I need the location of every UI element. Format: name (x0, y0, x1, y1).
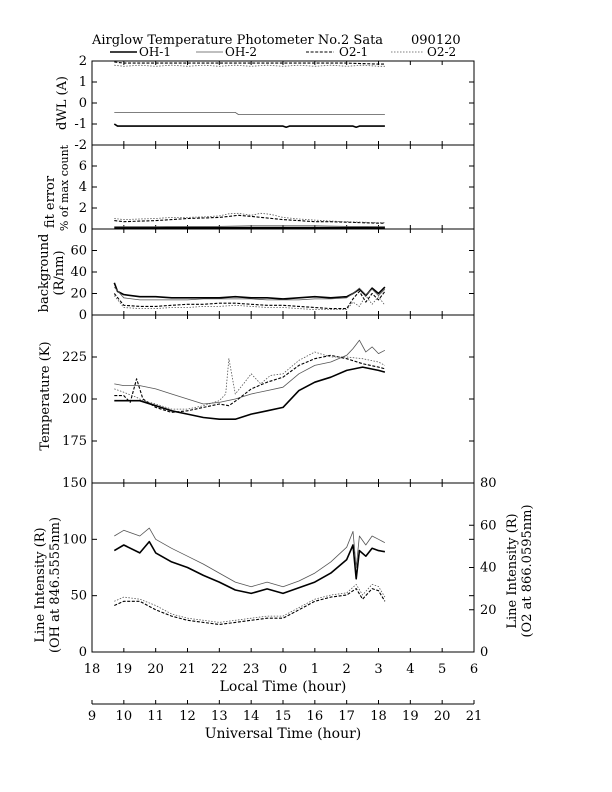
y2label-intensity: Line Intensity (R) (505, 513, 520, 628)
ytick-label: 6 (79, 159, 87, 174)
xtick-local-label: 18 (84, 662, 101, 677)
legend-label-oh2: OH-2 (225, 45, 257, 59)
legend-label-o22: O2-2 (427, 45, 456, 59)
xtick-ut-label: 14 (243, 709, 260, 724)
chart-date: 090120 (411, 33, 461, 48)
xtick-ut-label: 11 (147, 709, 164, 724)
series-line-o2-1 (114, 588, 386, 626)
xtick-local-label: 23 (243, 662, 260, 677)
ylabel-dwl: dWL (A) (55, 76, 70, 130)
ytick-label: 150 (62, 476, 87, 491)
ylabel-fit-error: fit error (43, 175, 58, 228)
series-line-oh-2 (114, 112, 385, 115)
xtick-ut-label: 13 (211, 709, 228, 724)
ytick-label: 2 (79, 54, 87, 69)
xtick-local-label: 4 (406, 662, 414, 677)
legend-label-o21: O2-1 (339, 45, 368, 59)
chart-marks: -2-1012024602040601752002250501001500204… (62, 54, 496, 724)
xlabel-local: Local Time (hour) (220, 679, 347, 695)
legend: OH-1 OH-2 O2-1 O2-2 (110, 45, 456, 59)
series-line-o2-2 (114, 351, 386, 410)
series-line-o2-1 (113, 290, 386, 310)
xtick-ut-label: 9 (88, 709, 96, 724)
y2tick-label: 80 (480, 476, 497, 491)
ytick-label: 40 (70, 265, 87, 280)
xtick-ut-label: 17 (338, 709, 355, 724)
series-line-oh-2 (114, 527, 386, 588)
series-line-oh-1 (113, 540, 386, 595)
panel-background-frame (91, 228, 475, 316)
series-line-oh-2 (114, 286, 386, 301)
xlabel-ut: Universal Time (hour) (205, 726, 362, 742)
xtick-local-label: 1 (311, 662, 319, 677)
ytick-label: 200 (62, 392, 87, 407)
ytick-label: 20 (70, 287, 87, 302)
y2tick-label: 60 (480, 518, 497, 533)
panel-intensity-frame (91, 482, 475, 653)
xtick-local-label: 19 (116, 662, 133, 677)
ytick-label: 0 (79, 308, 87, 323)
xtick-ut-label: 15 (275, 709, 292, 724)
xtick-local-label: 3 (374, 662, 382, 677)
ytick-label: 0 (79, 222, 87, 237)
series-line-o2-1 (114, 214, 385, 224)
series-line-o2-2 (114, 64, 385, 67)
ytick-label: 4 (79, 180, 87, 195)
ylabel-temperature: Temperature (K) (38, 341, 53, 450)
series-line-oh-1 (114, 366, 386, 421)
series-line-oh-1 (113, 123, 385, 128)
xtick-ut-label: 20 (434, 709, 451, 724)
xtick-ut-label: 19 (402, 709, 419, 724)
ytick-label: 1 (79, 75, 87, 90)
ylabel-intensity: Line Intensity (R) (33, 527, 48, 642)
ytick-label: 60 (70, 244, 87, 259)
xtick-ut-label: 10 (116, 709, 133, 724)
panel-temperature-frame (91, 314, 475, 484)
ytick-label: 175 (62, 434, 87, 449)
series-line-oh-2 (114, 339, 386, 405)
xtick-local-label: 21 (179, 662, 196, 677)
panel-fit-error-frame (91, 144, 475, 230)
ylabel-background: background (37, 234, 52, 313)
series-line-o2-1 (114, 61, 385, 65)
ytick-label: 0 (79, 96, 87, 111)
ytick-label: 225 (62, 350, 87, 365)
ylabel-fit-error-unit: % of max count (58, 144, 71, 231)
ytick-label: 0 (79, 645, 87, 660)
ytick-label: 2 (79, 201, 87, 216)
y2label-intensity-o2: (O2 at 866.0595nm) (520, 504, 535, 637)
xtick-local-label: 5 (438, 662, 446, 677)
xtick-local-label: 6 (470, 662, 478, 677)
y2tick-label: 40 (480, 561, 497, 576)
ytick-label: -2 (74, 138, 87, 153)
ytick-label: 50 (70, 589, 87, 604)
xtick-local-label: 22 (211, 662, 228, 677)
xtick-ut-label: 12 (179, 709, 196, 724)
chart-title: Airglow Temperature Photometer No.2 Sata (91, 33, 383, 48)
ytick-label: 100 (62, 532, 87, 547)
y2tick-label: 0 (480, 645, 488, 660)
xtick-ut-label: 18 (370, 709, 387, 724)
xtick-local-label: 20 (147, 662, 164, 677)
series-line-o2-2 (113, 295, 386, 311)
series-line-o2-2 (114, 212, 385, 224)
series-line-o2-2 (114, 584, 386, 623)
xtick-ut-label: 21 (466, 709, 483, 724)
ylabel-intensity-oh: (OH at 846.5555nm) (48, 517, 63, 653)
xtick-local-label: 0 (279, 662, 287, 677)
y2tick-label: 20 (480, 603, 497, 618)
xtick-local-label: 2 (343, 662, 351, 677)
ytick-label: -1 (74, 117, 87, 132)
series-line-oh-1 (113, 282, 386, 300)
xtick-ut-label: 16 (307, 709, 324, 724)
panel-dwl-frame (91, 60, 475, 146)
series-line-oh-2 (114, 225, 385, 228)
ylabel-background-unit: (R/nm) (52, 250, 67, 295)
legend-label-oh1: OH-1 (139, 45, 171, 59)
